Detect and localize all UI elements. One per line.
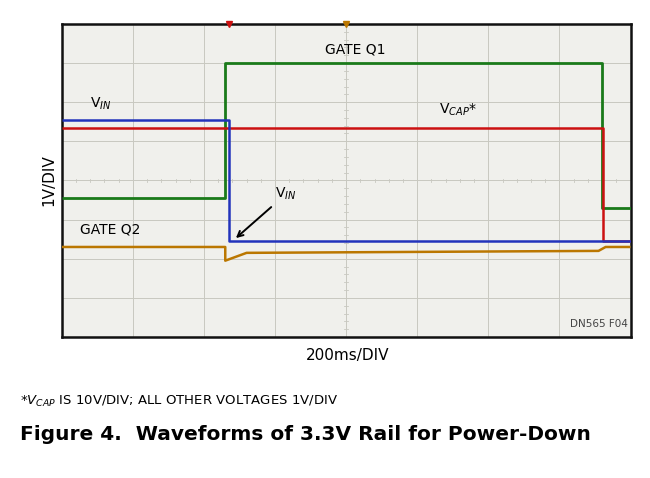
Text: *$V_{CAP}$ IS 10V/DIV; ALL OTHER VOLTAGES 1V/DIV: *$V_{CAP}$ IS 10V/DIV; ALL OTHER VOLTAGE… — [20, 394, 337, 410]
Text: V$_{IN}$: V$_{IN}$ — [237, 186, 296, 237]
Text: 200ms/DIV: 200ms/DIV — [306, 348, 389, 363]
Text: Figure 4.  Waveforms of 3.3V Rail for Power-Down: Figure 4. Waveforms of 3.3V Rail for Pow… — [20, 425, 590, 445]
Text: GATE Q2: GATE Q2 — [79, 222, 140, 236]
Text: V$_{CAP}$*: V$_{CAP}$* — [439, 102, 476, 119]
Text: DN565 F04: DN565 F04 — [570, 319, 628, 329]
Text: V$_{IN}$: V$_{IN}$ — [90, 96, 112, 112]
Y-axis label: 1V/DIV: 1V/DIV — [41, 154, 56, 206]
Text: GATE Q1: GATE Q1 — [325, 42, 385, 56]
